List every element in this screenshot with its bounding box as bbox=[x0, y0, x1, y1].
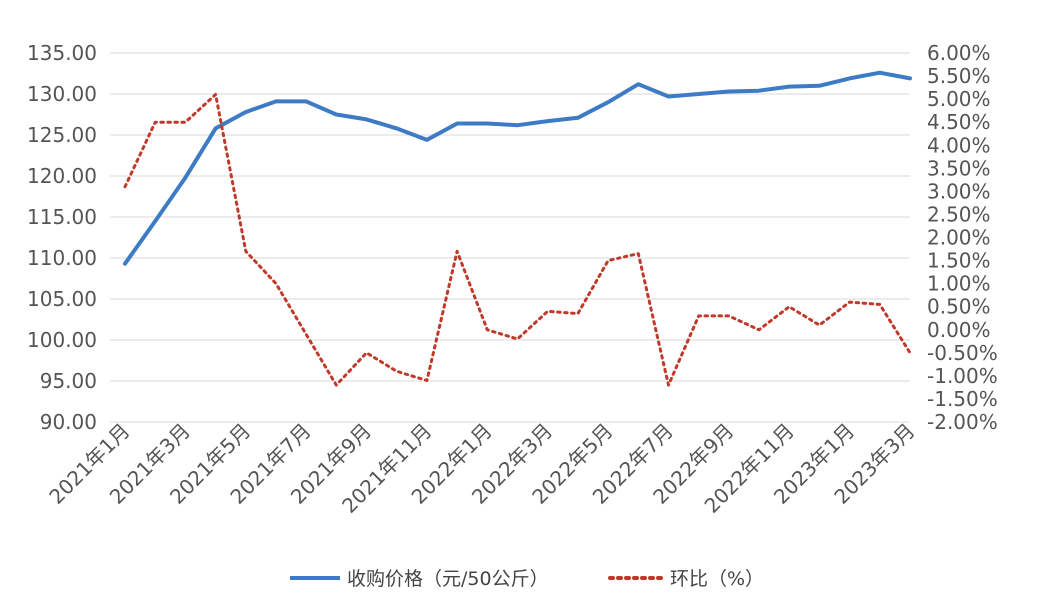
legend-label-price: 收购价格（元/50公斤） bbox=[347, 568, 549, 590]
series-layer bbox=[123, 70, 912, 387]
mom-series-line bbox=[123, 93, 912, 387]
right-tick-label: 6.00% bbox=[927, 41, 991, 65]
right-tick-label: 4.50% bbox=[927, 110, 991, 134]
gridlines bbox=[110, 52, 910, 423]
left-tick-label: 130.00 bbox=[27, 82, 97, 106]
right-tick-label: 2.50% bbox=[927, 202, 991, 226]
right-tick-label: -1.50% bbox=[927, 387, 998, 411]
right-tick-label: 1.00% bbox=[927, 272, 991, 296]
legend: 收购价格（元/50公斤） 环比（%） bbox=[290, 568, 764, 590]
right-tick-label: 3.00% bbox=[927, 179, 991, 203]
left-tick-label: 125.00 bbox=[27, 123, 97, 147]
left-tick-label: 135.00 bbox=[27, 41, 97, 65]
right-y-axis: -2.00%-1.50%-1.00%-0.50%0.00%0.50%1.00%1… bbox=[927, 41, 998, 434]
left-y-axis: 90.00 95.00 100.00 105.00 110.00 115.00 120.00… bbox=[27, 41, 97, 434]
right-tick-label: 5.00% bbox=[927, 87, 991, 111]
right-tick-label: -1.00% bbox=[927, 364, 998, 388]
right-tick-label: 1.50% bbox=[927, 249, 991, 273]
left-tick-label: 115.00 bbox=[27, 205, 97, 229]
right-tick-label: -2.00% bbox=[927, 410, 998, 434]
x-axis: 2021年1月2021年3月2021年5月2021年7月2021年9月2021年… bbox=[44, 419, 919, 518]
right-tick-label: -0.50% bbox=[927, 341, 998, 365]
left-tick-label: 110.00 bbox=[27, 246, 97, 270]
left-tick-label: 120.00 bbox=[27, 164, 97, 188]
right-tick-label: 4.00% bbox=[927, 133, 991, 157]
right-tick-label: 5.50% bbox=[927, 64, 991, 88]
left-tick-label: 105.00 bbox=[27, 287, 97, 311]
left-tick-label: 95.00 bbox=[40, 369, 97, 393]
left-tick-label: 90.00 bbox=[40, 410, 97, 434]
legend-label-mom: 环比（%） bbox=[670, 568, 764, 590]
right-tick-label: 3.50% bbox=[927, 156, 991, 180]
right-tick-label: 2.00% bbox=[927, 226, 991, 250]
left-tick-label: 100.00 bbox=[27, 328, 97, 352]
right-tick-label: 0.50% bbox=[927, 295, 991, 319]
right-tick-label: 0.00% bbox=[927, 318, 991, 342]
